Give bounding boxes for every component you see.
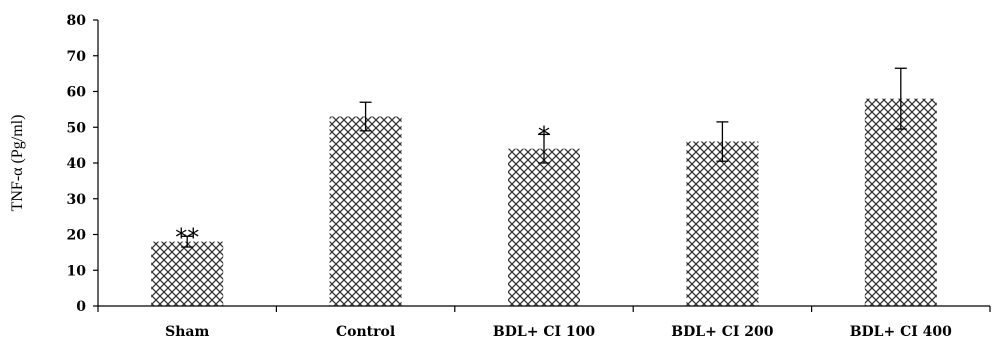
category-label: BDL+ CI 400 (850, 324, 952, 340)
y-tick-label: 40 (67, 156, 87, 172)
y-tick-label: 80 (67, 13, 87, 29)
y-tick-label: 20 (67, 228, 87, 244)
bar (329, 116, 402, 307)
y-tick-label: 30 (67, 192, 87, 208)
category-labels: Sham Control BDL+ CI 100 BDL+ CI 200 BDL+ CI… (97, 306, 991, 340)
bar (151, 241, 224, 306)
significance-marker: * (538, 121, 550, 149)
bar (508, 148, 580, 306)
category-label: Control (336, 324, 395, 340)
bar (864, 98, 937, 307)
category-label: BDL+ CI 100 (493, 324, 595, 340)
y-tick-label: 60 (67, 85, 87, 101)
bars (151, 98, 937, 307)
y-tick-label: 70 (67, 49, 87, 65)
y-ticks: 0 10 20 30 40 50 60 70 80 (67, 13, 98, 315)
y-tick-label: 10 (67, 263, 87, 279)
bar (686, 141, 759, 306)
category-label: BDL+ CI 200 (671, 324, 773, 340)
category-label: Sham (165, 324, 209, 340)
y-tick-label: 50 (67, 120, 87, 136)
y-tick-label: 0 (76, 299, 86, 315)
y-axis-title: TNF-α (Pg/ml) (9, 115, 26, 212)
error-bars (181, 67, 907, 248)
significance-markers: *** (175, 121, 550, 251)
significance-marker: ** (175, 223, 199, 251)
